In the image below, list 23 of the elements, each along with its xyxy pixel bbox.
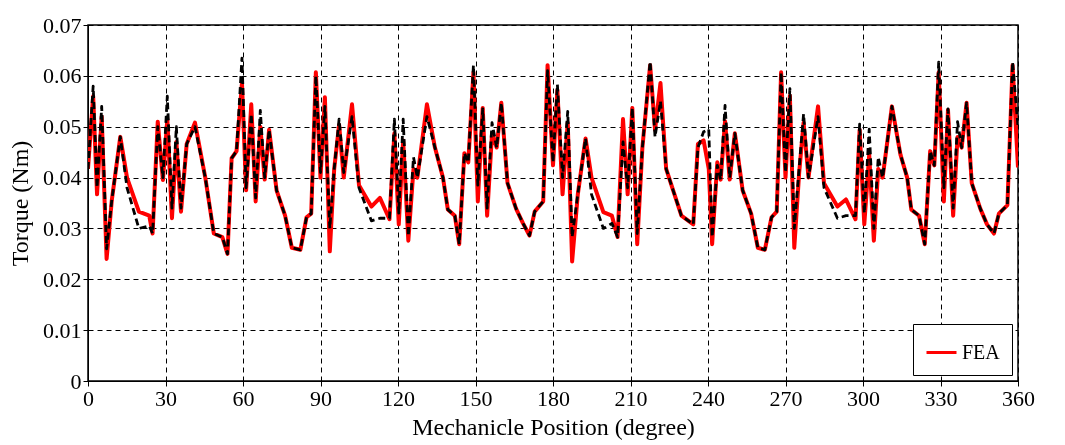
x-tick-label: 210 [614,385,648,411]
x-tick-label: 270 [769,385,803,411]
x-axis-title: Mechanicle Position (degree) [412,413,695,440]
x-tick-label: 300 [847,385,880,411]
x-tick-label: 120 [382,385,415,411]
x-tick-label: 180 [537,385,570,411]
y-tick-label: 0 [70,368,82,394]
y-tick-label: 0.02 [43,266,82,292]
y-tick-label: 0.01 [43,317,82,343]
x-tick-label: 90 [310,385,332,411]
x-tick-label: 360 [1002,385,1035,411]
x-tick-label: 330 [924,385,958,411]
y-tick-label: 0.06 [43,63,82,89]
x-tick-label: 30 [155,385,177,411]
y-tick-label: 0.04 [43,165,82,191]
legend-label: FEA [962,340,1001,363]
x-tick-label: 240 [692,385,725,411]
y-tick-label: 0.05 [43,114,82,140]
x-tick-label: 150 [459,385,493,411]
x-tick-label: 60 [232,385,255,411]
y-tick-label: 0.03 [43,215,82,241]
y-tick-label: 0.07 [43,12,82,38]
y-axis-title: Torque (Nm) [7,140,33,267]
